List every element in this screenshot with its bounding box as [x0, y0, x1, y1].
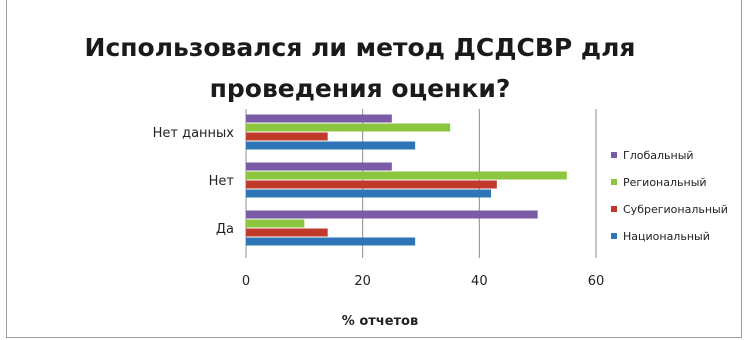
bar-3-cat-1 — [246, 132, 328, 141]
bar-4-cat-2 — [246, 189, 491, 198]
x-axis-label: % отчетов — [341, 314, 419, 329]
bar-4-cat-1 — [246, 141, 416, 150]
bar-1-cat-3 — [246, 210, 538, 219]
legend-swatch-2 — [611, 179, 617, 185]
x-tick-label-40: 40 — [471, 274, 488, 289]
legend-swatch-4 — [611, 233, 617, 239]
chart-frame — [6, 0, 742, 338]
category-label-3: Да — [216, 222, 234, 237]
chart-title-line-1: Использовался ли метод ДСДСВР для — [84, 33, 636, 62]
x-tick-label-20: 20 — [354, 274, 371, 289]
bar-1-cat-2 — [246, 162, 392, 171]
bar-2-cat-3 — [246, 219, 305, 228]
legend-label-1: Глобальный — [623, 149, 694, 162]
legend-label-2: Региональный — [623, 176, 707, 189]
legend-swatch-1 — [611, 152, 617, 158]
bar-4-cat-3 — [246, 237, 416, 246]
chart-title-line-2: проведения оценки? — [209, 74, 511, 103]
bar-2-cat-1 — [246, 123, 451, 132]
bar-1-cat-1 — [246, 114, 392, 123]
bar-3-cat-2 — [246, 180, 497, 189]
legend-swatch-3 — [611, 206, 617, 212]
x-tick-label-60: 60 — [588, 274, 605, 289]
category-label-1: Нет данных — [153, 126, 235, 141]
bar-3-cat-3 — [246, 228, 328, 237]
legend-label-3: Субрегиональный — [623, 203, 728, 216]
category-label-2: Нет — [209, 174, 235, 189]
legend-label-4: Национальный — [623, 230, 710, 243]
x-tick-label-0: 0 — [242, 274, 250, 289]
bar-2-cat-2 — [246, 171, 567, 180]
